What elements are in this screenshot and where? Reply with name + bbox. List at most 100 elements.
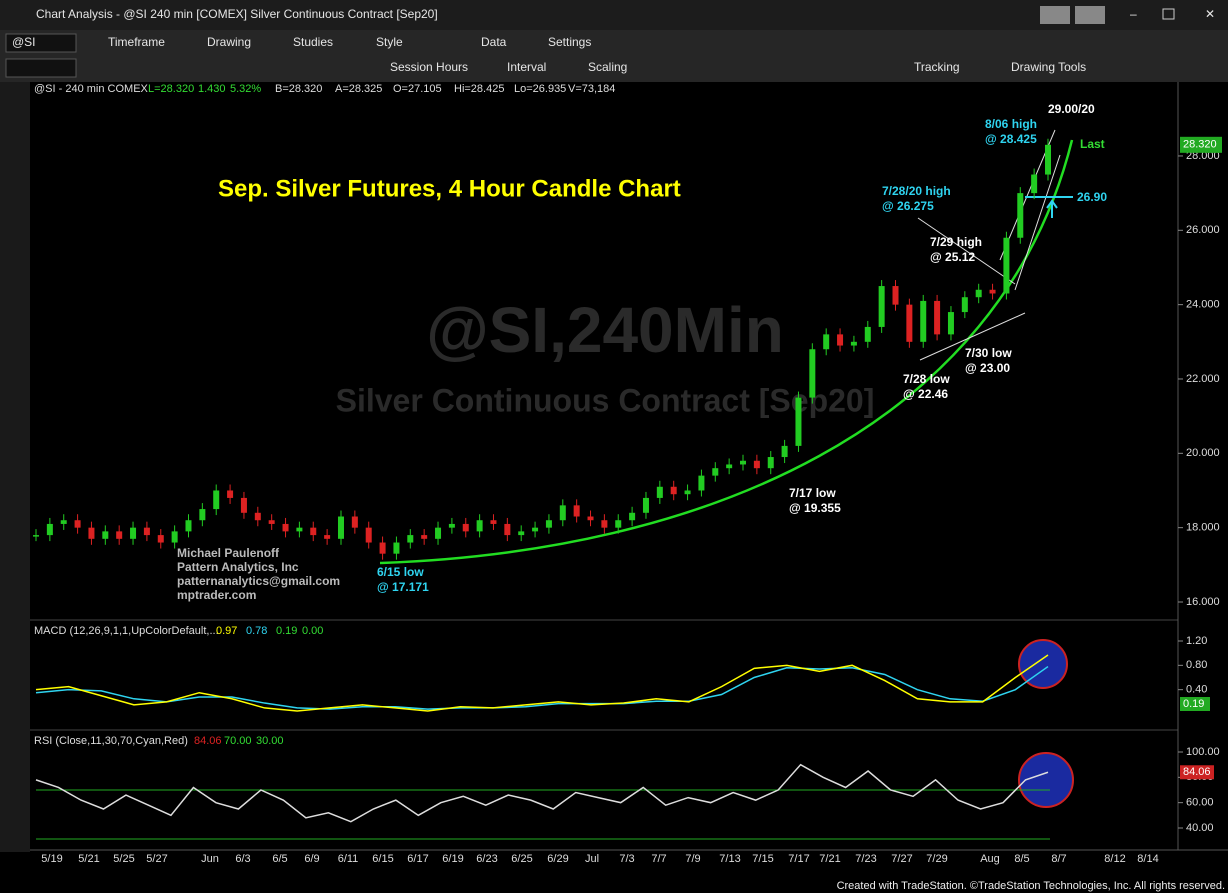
candle xyxy=(448,523,455,528)
maximize[interactable] xyxy=(1162,8,1175,20)
candle xyxy=(629,512,636,521)
macd-value: 0.97 xyxy=(216,625,237,637)
candle xyxy=(240,497,247,513)
candle xyxy=(753,460,760,469)
annotation: @ 26.275 xyxy=(882,199,934,213)
y-tick-label: 18.000 xyxy=(1186,522,1220,534)
candle xyxy=(282,523,289,532)
macd-value: 0.78 xyxy=(246,625,267,637)
header-value: L=28.320 xyxy=(148,83,194,95)
arrow xyxy=(1046,199,1058,218)
candle xyxy=(947,312,954,335)
symbol[interactable]: @SI xyxy=(12,35,36,49)
last-price-label: 28.320 xyxy=(1183,139,1217,151)
candle xyxy=(268,520,275,524)
candle xyxy=(310,527,317,536)
x-tick-label: 6/29 xyxy=(547,853,568,865)
toolbar-button[interactable]: Tracking xyxy=(914,60,960,74)
candle xyxy=(642,497,649,513)
x-tick-label: 6/11 xyxy=(338,853,359,865)
minimize[interactable]: – xyxy=(1130,7,1137,21)
candle xyxy=(518,531,525,536)
trend-lines xyxy=(917,129,1061,361)
header-value: O=27.105 xyxy=(393,83,442,95)
watermark: @SI,240Min xyxy=(426,294,784,366)
annotation: @ 17.171 xyxy=(377,580,429,594)
toolbar-button[interactable]: Scaling xyxy=(588,60,627,74)
candle xyxy=(906,304,913,342)
candle xyxy=(199,509,206,521)
toolbar-button[interactable]: Drawing xyxy=(207,35,251,49)
annotation: 7/30 low xyxy=(965,346,1012,360)
y-tick-label: 60.00 xyxy=(1186,797,1214,809)
candle xyxy=(823,334,830,350)
macd-last-label: 0.19 xyxy=(1183,698,1204,710)
window-title: Chart Analysis - @SI 240 min [COMEX] Sil… xyxy=(36,7,438,21)
x-tick-label: 5/25 xyxy=(113,853,134,865)
watermark-sub: Silver Continuous Contract [Sep20] xyxy=(336,382,875,418)
x-tick-label: 7/9 xyxy=(685,853,700,865)
annotation: 7/29 high xyxy=(930,235,982,249)
y-tick-label: 100.00 xyxy=(1186,746,1220,758)
x-tick-label: 7/17 xyxy=(788,853,809,865)
toolbar xyxy=(0,30,1228,82)
candle xyxy=(615,520,622,528)
candle xyxy=(74,520,81,528)
x-tick-label: 6/3 xyxy=(235,853,250,865)
toolbar-row1: Timeframe Drawing Studies Style Data Settings xyxy=(108,35,591,49)
macd-label: MACD (12,26,9,1,1,UpColorDefault,... xyxy=(34,625,219,637)
y-tick-label: 20.000 xyxy=(1186,447,1220,459)
candle xyxy=(1031,174,1038,194)
y-tick-label: 28.000 xyxy=(1186,150,1220,162)
candle xyxy=(670,486,677,495)
toolbar-button[interactable]: Style xyxy=(376,35,403,49)
y-tick-label: 1.20 xyxy=(1186,635,1207,647)
symbol-box[interactable] xyxy=(5,33,77,53)
annotation: 26.90 xyxy=(1077,190,1107,204)
candle xyxy=(227,490,234,498)
annotation: @ 23.00 xyxy=(965,361,1010,375)
toolbar-button[interactable]: Data xyxy=(481,35,507,49)
annotation: @ 25.12 xyxy=(930,250,975,264)
y-tick-label: 40.00 xyxy=(1186,822,1214,834)
toolbar-button[interactable]: Settings xyxy=(548,35,591,49)
x-tick-label: 5/21 xyxy=(78,853,99,865)
candle xyxy=(504,523,511,536)
candle xyxy=(892,286,899,305)
candle xyxy=(1017,193,1024,238)
header-value: Hi=28.425 xyxy=(454,83,504,95)
toolbar-button[interactable]: Drawing Tools xyxy=(1011,60,1086,74)
candle xyxy=(712,468,719,476)
candle xyxy=(781,445,788,458)
toolbar-button[interactable]: Timeframe xyxy=(108,35,165,49)
annotation: 7/17 low xyxy=(789,486,836,500)
candle xyxy=(157,535,164,543)
x-tick-label: 7/3 xyxy=(619,853,634,865)
annotation: @ 19.355 xyxy=(789,501,841,515)
close[interactable]: ✕ xyxy=(1205,7,1215,21)
candle xyxy=(351,516,358,528)
s-button[interactable] xyxy=(1040,6,1070,24)
candle xyxy=(1045,144,1051,175)
annotation: Last xyxy=(1080,137,1105,151)
header-value: Lo=26.935 xyxy=(514,83,566,95)
y-tick-label: 24.000 xyxy=(1186,299,1220,311)
x-tick-label: 6/17 xyxy=(407,853,428,865)
header-value: 1.430 xyxy=(198,83,226,95)
toolbar-button[interactable]: Session Hours xyxy=(390,60,468,74)
i-button[interactable] xyxy=(1075,6,1105,24)
candle xyxy=(740,460,747,465)
macd-circle xyxy=(1018,639,1068,689)
candle xyxy=(365,527,372,543)
header-value: V=73,184 xyxy=(568,83,615,95)
toolbar-button[interactable]: Studies xyxy=(293,35,333,49)
candle xyxy=(324,535,331,539)
annotation: 7/28/20 high xyxy=(882,184,951,198)
chart-title: Sep. Silver Futures, 4 Hour Candle Chart xyxy=(218,175,681,202)
x-tick-label: 5/19 xyxy=(41,853,62,865)
candle xyxy=(185,520,192,532)
toolbar-button[interactable]: Interval xyxy=(507,60,546,74)
x-tick-label: 8/5 xyxy=(1014,853,1029,865)
interval-box[interactable] xyxy=(5,58,77,78)
